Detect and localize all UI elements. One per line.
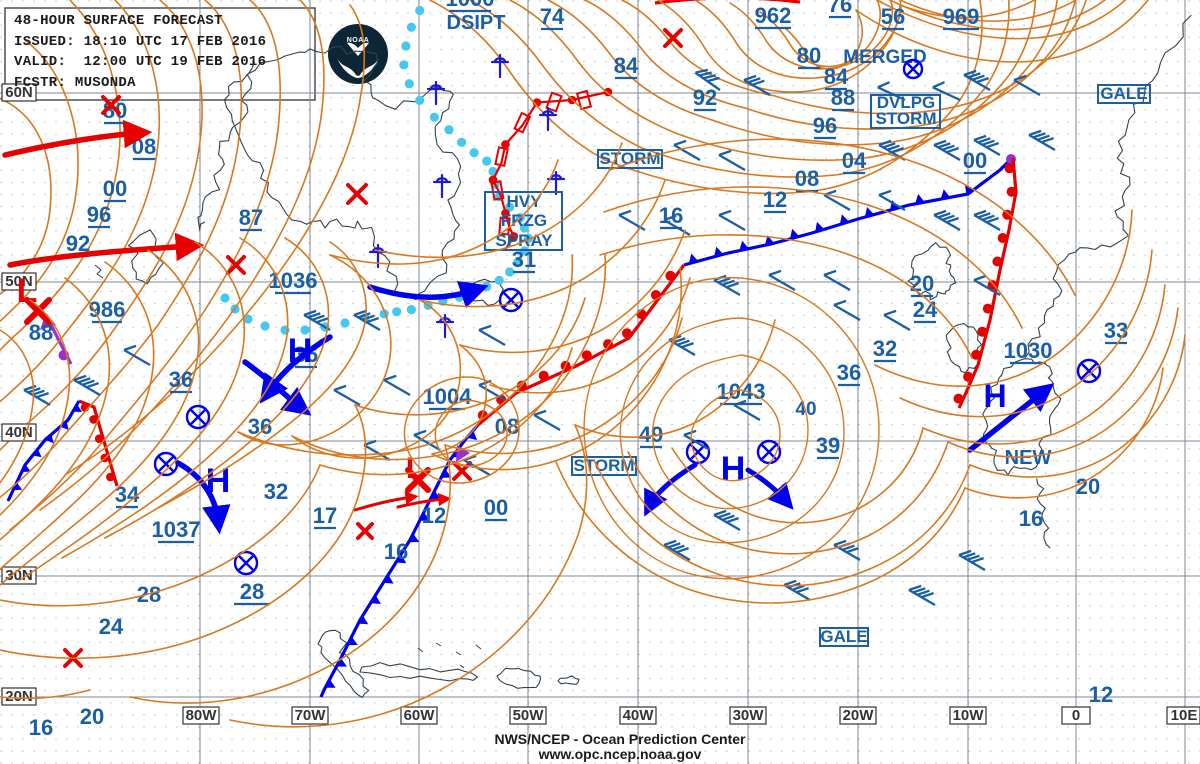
svg-text:DSIPT: DSIPT [447,12,506,34]
svg-text:NEW: NEW [1005,447,1052,469]
svg-text:20W: 20W [843,707,875,724]
svg-text:GALE: GALE [820,627,867,646]
svg-text:00: 00 [484,495,508,520]
svg-text:1000: 1000 [446,0,495,11]
svg-text:10W: 10W [953,707,985,724]
svg-text:80W: 80W [186,707,218,724]
svg-text:88: 88 [831,85,855,110]
svg-text:70W: 70W [295,707,327,724]
svg-text:33: 33 [1104,318,1128,343]
svg-text:www.opc.ncep.noaa.gov: www.opc.ncep.noaa.gov [538,746,702,762]
svg-text:00: 00 [963,148,987,173]
svg-text:NOAA: NOAA [347,37,370,44]
svg-text:16: 16 [29,715,53,740]
svg-text:36: 36 [837,360,861,385]
svg-text:20: 20 [910,271,934,296]
svg-text:32: 32 [873,336,897,361]
svg-text:80: 80 [797,43,821,68]
svg-text:20N: 20N [5,688,33,705]
svg-text:962: 962 [755,3,792,28]
svg-text:SPRAY: SPRAY [495,231,553,250]
svg-text:24: 24 [99,614,124,639]
svg-text:16: 16 [1019,506,1043,531]
svg-text:1043: 1043 [717,379,766,404]
svg-text:36: 36 [248,414,272,439]
svg-text:MERGED: MERGED [843,47,926,68]
svg-text:HVY: HVY [507,192,543,211]
svg-text:87: 87 [239,205,263,230]
svg-text:00: 00 [103,176,127,201]
svg-text:96: 96 [813,113,837,138]
svg-text:04: 04 [842,148,867,173]
svg-text:32: 32 [264,479,288,504]
svg-text:50W: 50W [513,707,545,724]
svg-text:60W: 60W [404,707,436,724]
svg-text:08: 08 [132,134,156,159]
svg-text:STORM: STORM [875,109,936,128]
svg-text:1036: 1036 [269,268,318,293]
svg-text:10E: 10E [1171,707,1198,724]
svg-text:56: 56 [881,4,905,29]
svg-text:96: 96 [87,202,111,227]
svg-text:1030: 1030 [1004,338,1053,363]
svg-text:12: 12 [422,503,446,528]
svg-text:76: 76 [828,0,852,17]
svg-text:40W: 40W [623,707,655,724]
svg-text:39: 39 [816,433,840,458]
svg-text:20: 20 [1076,474,1100,499]
svg-text:H: H [721,450,746,488]
svg-text:24: 24 [913,297,938,322]
svg-text:NWS/NCEP - Ocean Prediction Ce: NWS/NCEP - Ocean Prediction Center [494,731,746,747]
svg-text:74: 74 [540,4,565,29]
svg-text:30W: 30W [733,707,765,724]
svg-text:969: 969 [943,4,980,29]
svg-text:12: 12 [1089,682,1113,707]
svg-text:GALE: GALE [1100,84,1147,103]
svg-text:20: 20 [80,704,104,729]
svg-text:STORM: STORM [599,149,660,168]
svg-text:16: 16 [384,539,408,564]
svg-text:1037: 1037 [152,517,201,542]
svg-text:28: 28 [240,579,264,604]
svg-text:84: 84 [614,53,639,78]
svg-text:08: 08 [795,166,819,191]
svg-text:17: 17 [313,503,337,528]
svg-text:0: 0 [1072,707,1080,724]
svg-text:92: 92 [693,85,717,110]
svg-text:12: 12 [763,187,787,212]
